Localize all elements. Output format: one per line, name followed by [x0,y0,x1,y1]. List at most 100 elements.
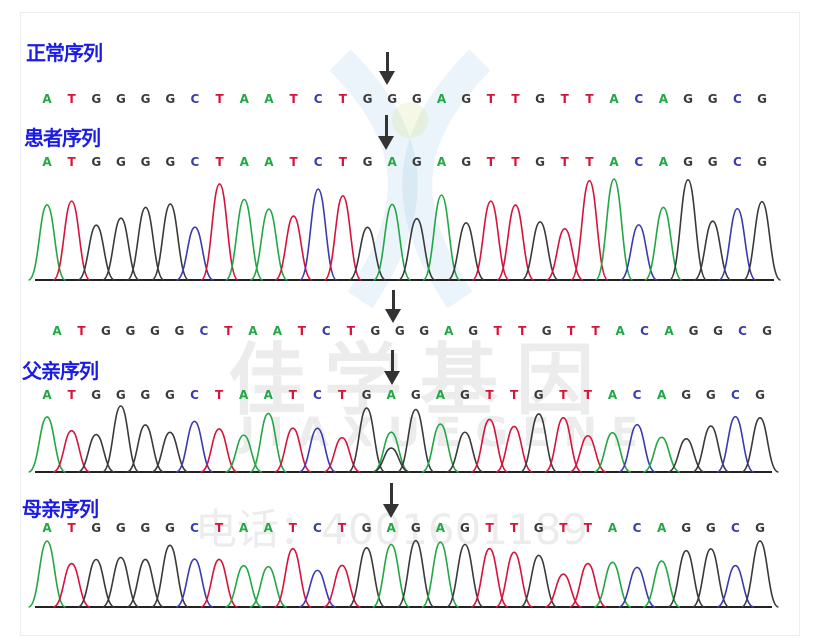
trace-peak [175,558,214,608]
base-G: G [164,388,175,402]
base-T: T [224,324,233,338]
trace-peak [298,188,338,281]
base-T: T [337,521,347,535]
base-A: A [239,155,249,169]
base-G: G [688,324,699,338]
trace-peak [519,413,558,473]
base-G: G [91,155,102,169]
base-G: G [140,521,151,535]
base-T: T [288,521,297,535]
base-G: G [115,521,126,535]
base-G: G [116,155,126,169]
base-G: G [91,388,102,402]
trace-peak [741,540,779,608]
trace-peak [200,428,238,473]
trace-peak [126,424,165,473]
trace-peak [396,539,435,608]
base-G: G [755,521,765,535]
base-A: A [272,324,282,338]
trace-peak [348,226,387,281]
trace-peak [224,564,263,608]
trace-peak [372,543,411,608]
trace-peak [372,203,412,281]
base-A: A [444,324,454,338]
base-T: T [485,521,494,535]
base-A: A [42,155,52,169]
trace-peak [200,558,238,608]
base-A: A [607,521,618,535]
label-normal-sequence: 正常序列 [26,41,103,65]
base-C: C [313,521,322,535]
trace-peak [101,405,140,473]
base-G: G [707,92,718,106]
base-G: G [683,155,693,169]
base-C: C [732,155,742,169]
base-T: T [511,155,520,169]
base-G: G [165,92,176,106]
trace-peak [323,436,361,473]
trace-peak [593,561,632,608]
base-G: G [541,324,552,338]
trace-peak [619,224,658,281]
trace-peak [716,564,755,608]
base-G: G [683,92,693,106]
trace-peak [668,178,708,281]
base-A: A [436,155,447,169]
trace-peak [102,217,140,281]
trace-peak [28,540,66,608]
trace-peak [446,543,484,608]
base-G: G [468,324,479,338]
base-T: T [591,324,600,338]
trace-peak [471,200,511,281]
trace-peak [28,416,66,473]
trace-peak [397,217,436,281]
base-C: C [190,155,200,169]
trace-peak [52,429,91,473]
base-A: A [264,92,274,106]
trace-patient [27,178,782,281]
base-T: T [215,388,224,402]
base-A: A [609,92,619,106]
trace-peak [447,222,486,281]
base-T: T [585,155,594,169]
base-T: T [67,92,76,106]
trace-peak [77,224,116,281]
base-G: G [533,388,544,402]
base-C: C [313,155,323,169]
trace-peak [298,569,337,608]
base-C: C [190,521,199,535]
base-T: T [289,92,298,106]
base-G: G [91,521,102,535]
base-T: T [510,521,519,535]
base-T: T [560,92,569,106]
base-C: C [738,324,747,338]
trace-peak [200,183,239,281]
base-T: T [67,388,76,402]
base-G: G [394,324,405,338]
base-T: T [583,521,592,535]
trace-peak [249,208,288,281]
base-C: C [634,155,644,169]
trace-peak [470,418,509,473]
base-T: T [346,324,355,338]
base-C: C [731,521,740,535]
base-A: A [658,155,669,169]
trace-peak [667,438,705,473]
base-C: C [634,92,644,106]
base-A: A [607,388,618,402]
base-A: A [615,324,625,338]
trace-peak [495,551,533,608]
trace-peak [570,179,609,281]
trace-peak [544,416,583,473]
base-A: A [435,388,446,402]
base-G: G [419,324,430,338]
base-T: T [559,521,568,535]
base-A: A [656,388,667,402]
base-T: T [338,155,347,169]
trace-peak [101,556,140,608]
label-father-sequence: 父亲序列 [22,359,99,383]
trace-peak [298,427,337,473]
